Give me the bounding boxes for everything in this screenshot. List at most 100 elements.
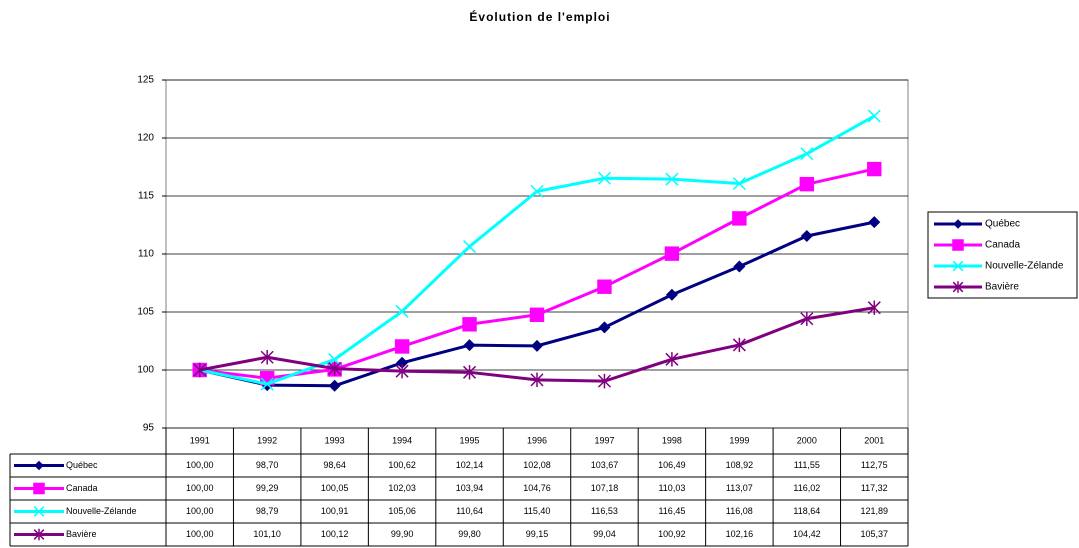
table-value: 100,00	[186, 506, 214, 516]
chart-title: Évolution de l'emploi	[469, 9, 610, 24]
table-value: 116,53	[591, 506, 618, 516]
y-tick-label: 110	[138, 249, 154, 260]
x-tick-label: 1996	[527, 435, 547, 445]
marker	[952, 281, 964, 293]
table-value: 110,03	[658, 483, 685, 493]
marker	[952, 239, 964, 251]
marker	[328, 379, 341, 392]
x-tick-label: 1992	[257, 435, 277, 445]
x-tick-label: 1994	[392, 435, 412, 445]
marker	[867, 300, 881, 315]
marker	[530, 372, 544, 388]
table-value: 110,64	[456, 506, 483, 516]
marker	[530, 184, 544, 198]
table-value: 121,89	[861, 506, 889, 516]
table-value: 100,91	[321, 506, 349, 516]
x-tick-label: 1999	[729, 435, 749, 445]
marker	[395, 363, 409, 379]
marker	[732, 337, 746, 353]
table-value: 100,92	[658, 529, 686, 539]
marker	[463, 339, 476, 352]
x-tick-label: 1998	[662, 435, 682, 445]
y-tick-label: 120	[137, 133, 154, 144]
legend-box	[927, 211, 1078, 299]
table-value: 103,67	[591, 460, 619, 470]
x-tick-label: 1995	[460, 435, 480, 445]
marker	[733, 260, 746, 273]
x-tick-label: 2001	[864, 435, 884, 445]
marker	[597, 279, 612, 294]
marker	[799, 176, 815, 192]
marker	[800, 230, 813, 243]
series-line	[199, 220, 875, 388]
marker	[665, 288, 678, 301]
x-tick-label: 2000	[797, 435, 817, 445]
table-value: 99,90	[391, 529, 414, 539]
table-value: 112,75	[861, 460, 888, 470]
table-value: 99,04	[593, 529, 616, 539]
legend-label: Canada	[985, 240, 1020, 251]
row-label: Canada	[66, 483, 98, 493]
marker	[531, 339, 543, 352]
marker	[328, 361, 342, 376]
table-value: 104,42	[793, 529, 821, 539]
table-value: 101,10	[253, 529, 281, 539]
marker	[597, 171, 611, 185]
y-tick-label: 100	[137, 365, 154, 376]
table-value: 116,45	[658, 506, 685, 516]
table-value: 98,64	[323, 460, 346, 470]
table-value: 99,80	[458, 529, 481, 539]
marker	[665, 352, 679, 367]
table-value: 100,00	[186, 483, 214, 493]
table-value: 102,08	[523, 460, 551, 470]
y-tick-label: 105	[137, 307, 154, 318]
table-value: 108,92	[726, 460, 754, 470]
marker	[952, 260, 964, 272]
table-value: 105,37	[861, 529, 889, 539]
marker	[732, 211, 747, 226]
marker	[598, 321, 611, 334]
marker	[868, 216, 881, 229]
marker	[463, 240, 477, 254]
table-value: 100,05	[321, 483, 349, 493]
table-value: 113,07	[726, 483, 753, 493]
marker	[260, 350, 274, 365]
marker	[396, 356, 409, 369]
table-value: 106,49	[658, 460, 686, 470]
marker	[597, 373, 611, 389]
table-value: 116,08	[726, 506, 753, 516]
table-value: 99,29	[256, 483, 279, 493]
table-value: 118,64	[793, 506, 820, 516]
table-value: 117,32	[861, 483, 888, 493]
table-value: 100,62	[388, 460, 416, 470]
table-value: 116,02	[793, 483, 820, 493]
table-value: 98,79	[256, 506, 279, 516]
marker	[328, 352, 342, 366]
marker	[34, 460, 44, 471]
marker	[463, 365, 477, 380]
marker	[867, 161, 882, 177]
marker	[33, 528, 45, 541]
table-value: 102,03	[388, 483, 416, 493]
legend-label: Nouvelle-Zélande	[985, 261, 1064, 272]
marker	[193, 362, 207, 378]
y-tick-label: 115	[138, 191, 154, 202]
marker	[800, 311, 814, 326]
x-tick-label: 1993	[325, 435, 345, 445]
x-tick-label: 1997	[594, 435, 614, 445]
marker	[462, 317, 477, 332]
data-table: 1991 1992 1993 1994 1995 1996 1997 1998 1999 2000…	[9, 428, 909, 547]
legend-label: Bavière	[985, 282, 1019, 293]
y-tick-label: 95	[143, 423, 155, 434]
y-tick-label: 125	[137, 75, 154, 86]
row-label: Bavière	[66, 529, 97, 539]
table-value: 105,06	[388, 506, 416, 516]
table-value: 100,00	[186, 529, 214, 539]
table-value: 100,12	[321, 529, 349, 539]
marker	[33, 482, 45, 495]
table-value: 99,15	[526, 529, 549, 539]
legend-label: Québec	[985, 219, 1020, 230]
marker	[33, 506, 45, 517]
table-value: 98,70	[256, 460, 279, 470]
